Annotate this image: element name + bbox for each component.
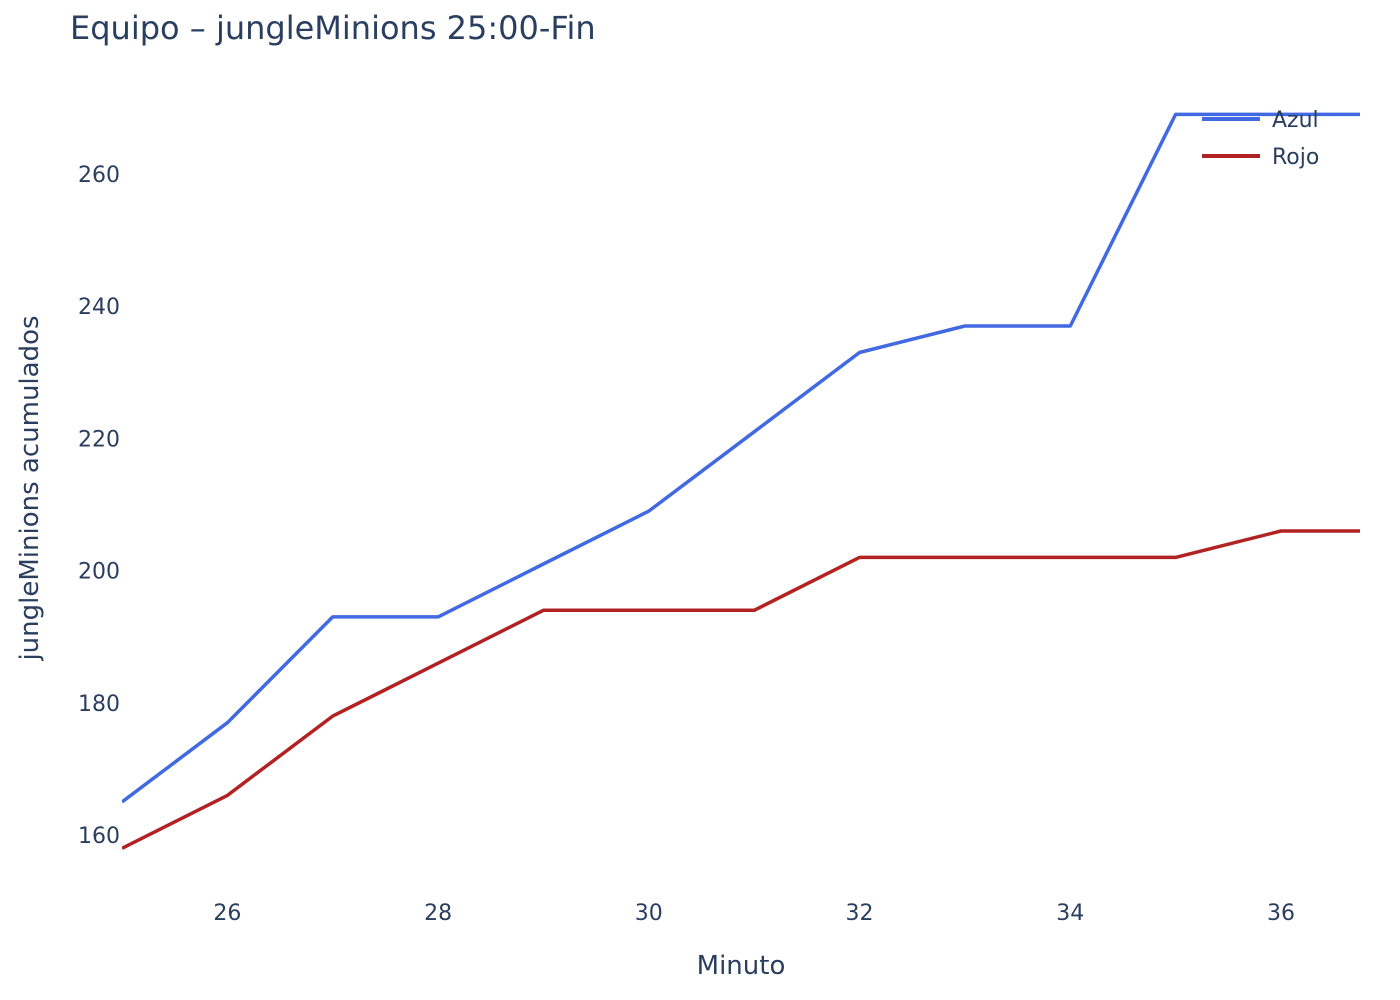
y-axis-title: jungleMinions acumulados bbox=[15, 315, 45, 661]
x-tick-label: 36 bbox=[1267, 901, 1295, 926]
legend-item-azul[interactable]: Azul bbox=[1202, 108, 1319, 133]
chart-title: Equipo – jungleMinions 25:00-Fin bbox=[70, 9, 596, 47]
legend-label: Rojo bbox=[1272, 145, 1319, 170]
x-tick-label: 32 bbox=[846, 901, 874, 926]
legend-item-rojo[interactable]: Rojo bbox=[1202, 145, 1319, 170]
x-axis-ticks: 26 28 30 32 34 36 bbox=[213, 901, 1295, 926]
series-line-rojo bbox=[122, 529, 1360, 850]
y-tick-label: 180 bbox=[78, 692, 120, 717]
y-tick-label: 160 bbox=[78, 824, 120, 849]
legend-label: Azul bbox=[1272, 108, 1319, 133]
y-axis-ticks: 160 180 200 220 240 260 bbox=[78, 163, 120, 849]
y-tick-label: 260 bbox=[78, 163, 120, 188]
y-tick-label: 240 bbox=[78, 295, 120, 320]
series-line-azul bbox=[122, 112, 1360, 804]
x-tick-label: 34 bbox=[1056, 901, 1084, 926]
legend[interactable]: Azul Rojo bbox=[1202, 108, 1319, 170]
x-axis-title: Minuto bbox=[697, 951, 786, 981]
x-tick-label: 30 bbox=[635, 901, 663, 926]
x-tick-label: 26 bbox=[213, 901, 241, 926]
plot-area bbox=[122, 112, 1360, 850]
y-tick-label: 200 bbox=[78, 560, 120, 585]
y-tick-label: 220 bbox=[78, 427, 120, 452]
x-tick-label: 28 bbox=[424, 901, 452, 926]
